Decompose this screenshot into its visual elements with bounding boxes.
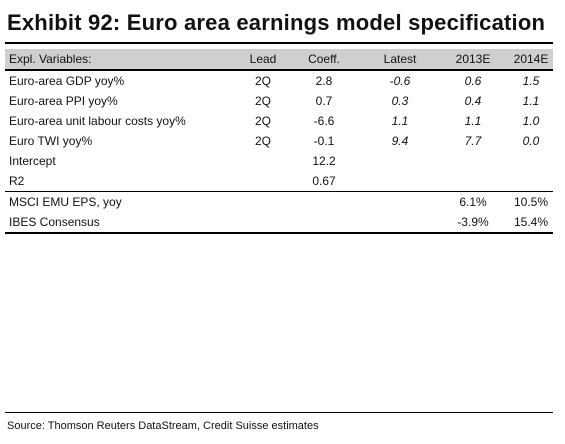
row-label: Euro TWI yoy% (9, 134, 93, 148)
header-lead: Lead (241, 49, 285, 71)
source-note: Source: Thomson Reuters DataStream, Cred… (7, 420, 319, 432)
row-latest: 9.4 (391, 134, 409, 148)
row-2013e: 0.4 (464, 94, 482, 108)
row-lead: 2Q (254, 94, 271, 108)
output-2014e: 15.4% (509, 212, 553, 234)
row-lead: 2Q (254, 74, 271, 88)
header-2014e: 2014E (509, 49, 553, 71)
header-coeff: Coeff. (285, 49, 363, 71)
header-2013e: 2013E (437, 49, 509, 71)
row-latest: 0.3 (391, 94, 409, 108)
row-2014e: 1.5 (522, 74, 540, 88)
row-latest (363, 171, 437, 192)
row-2013e (437, 151, 509, 171)
row-lead: 2Q (254, 134, 271, 148)
row-coeff: 2.8 (315, 74, 333, 88)
source-rule (5, 412, 553, 413)
output-row: MSCI EMU EPS, yoy 6.1% 10.5% (5, 191, 553, 212)
row-2013e: 0.6 (464, 74, 482, 88)
title-rule (5, 42, 553, 44)
output-2014e: 10.5% (509, 191, 553, 212)
row-2014e (509, 151, 553, 171)
row-lead (241, 151, 285, 171)
header-latest: Latest (363, 49, 437, 71)
row-latest: 1.1 (391, 114, 409, 128)
row-2014e: 1.0 (522, 114, 540, 128)
row-label: Euro-area GDP yoy% (9, 74, 125, 88)
header-expl-variables: Expl. Variables: (5, 49, 241, 71)
earnings-model-table: Expl. Variables: Lead Coeff. Latest 2013… (5, 49, 553, 234)
row-2013e: 1.1 (464, 114, 482, 128)
row-label: Euro-area PPI yoy% (9, 94, 118, 108)
output-label: MSCI EMU EPS, yoy (5, 191, 241, 212)
table-row: Intercept 12.2 (5, 151, 553, 171)
output-2013e: 6.1% (437, 191, 509, 212)
row-label: Intercept (9, 154, 56, 168)
row-lead: 2Q (254, 114, 271, 128)
row-2014e: 1.1 (522, 94, 540, 108)
table-row: Euro-area PPI yoy% 2Q 0.7 0.3 0.4 1.1 (5, 91, 553, 111)
row-2013e: 7.7 (464, 134, 482, 148)
table-row: Euro TWI yoy% 2Q -0.1 9.4 7.7 0.0 (5, 131, 553, 151)
output-row: IBES Consensus -3.9% 15.4% (5, 212, 553, 234)
row-label: R2 (9, 174, 25, 188)
exhibit-title: Exhibit 92: Euro area earnings model spe… (7, 10, 546, 35)
row-2014e (509, 171, 553, 192)
table-row: R2 0.67 (5, 171, 553, 192)
row-coeff: 0.7 (315, 94, 333, 108)
row-coeff: 0.67 (312, 174, 336, 188)
row-coeff: -6.6 (313, 114, 335, 128)
output-2013e: -3.9% (437, 212, 509, 234)
row-latest: -0.6 (389, 74, 411, 88)
row-label: Euro-area unit labour costs yoy% (9, 114, 186, 128)
row-lead (241, 171, 285, 192)
row-latest (363, 151, 437, 171)
row-coeff: -0.1 (313, 134, 335, 148)
row-coeff: 12.2 (312, 154, 336, 168)
table-header-row: Expl. Variables: Lead Coeff. Latest 2013… (5, 49, 553, 71)
table-row: Euro-area GDP yoy% 2Q 2.8 -0.6 0.6 1.5 (5, 70, 553, 91)
row-2013e (437, 171, 509, 192)
output-label: IBES Consensus (5, 212, 241, 234)
table-row: Euro-area unit labour costs yoy% 2Q -6.6… (5, 111, 553, 131)
row-2014e: 0.0 (522, 134, 540, 148)
